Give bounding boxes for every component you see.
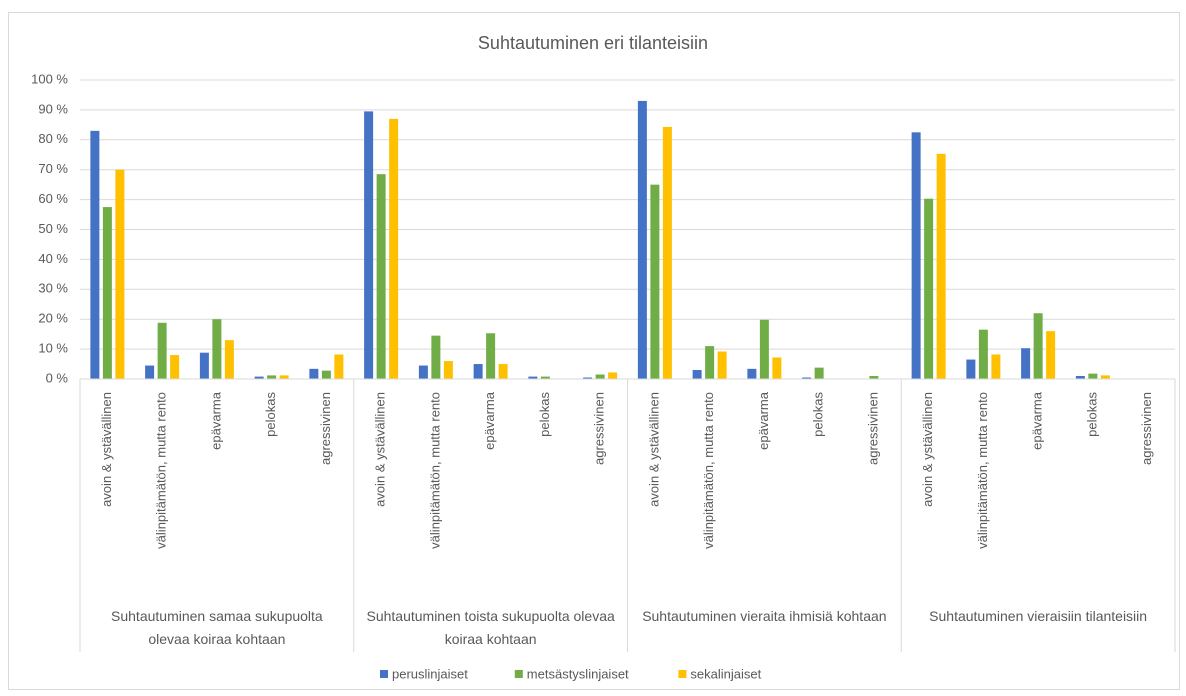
x-tick-label: pelokas bbox=[263, 392, 278, 437]
group-label: Suhtautuminen toista sukupuolta olevaa k… bbox=[366, 608, 615, 647]
bar bbox=[267, 375, 277, 379]
bar bbox=[418, 365, 428, 379]
bar bbox=[1021, 348, 1031, 379]
chart-border bbox=[8, 12, 1180, 690]
bar bbox=[662, 126, 672, 380]
x-tick-label: epävarma bbox=[208, 391, 223, 450]
x-tick-label: avoin & ystävällinen bbox=[646, 392, 661, 507]
group-label: Suhtautuminen vieraisiin tilanteisiin bbox=[929, 608, 1148, 624]
x-tick-label: välinpitämätön, mutta rento bbox=[975, 392, 990, 549]
y-tick-label: 40 % bbox=[38, 251, 68, 266]
y-tick-label: 10 % bbox=[38, 341, 68, 356]
y-tick-label: 90 % bbox=[38, 101, 68, 116]
bar bbox=[991, 354, 1001, 379]
bar bbox=[486, 333, 496, 379]
bar bbox=[473, 364, 483, 379]
x-tick-label: pelokas bbox=[811, 392, 826, 437]
x-tick-label: agressivinen bbox=[318, 392, 333, 465]
bar bbox=[157, 322, 167, 379]
x-tick-label: agressivinen bbox=[592, 392, 607, 465]
y-tick-label: 30 % bbox=[38, 281, 68, 296]
bar bbox=[772, 357, 782, 379]
legend-label: metsästyslinjaiset bbox=[527, 666, 629, 681]
bar bbox=[376, 174, 386, 379]
y-tick-label: 60 % bbox=[38, 191, 68, 206]
group-label: Suhtautuminen vieraita ihmisiä kohtaan bbox=[642, 608, 887, 624]
bar bbox=[936, 153, 946, 379]
bar bbox=[254, 376, 264, 379]
legend-label: sekalinjaiset bbox=[690, 666, 761, 681]
y-tick-label: 20 % bbox=[38, 311, 68, 326]
x-tick-label: epävarma bbox=[756, 391, 771, 450]
bar bbox=[1100, 375, 1110, 379]
x-tick-label: epävarma bbox=[1030, 391, 1045, 450]
x-tick-label: pelokas bbox=[537, 392, 552, 437]
bar bbox=[528, 376, 538, 379]
bar bbox=[1046, 331, 1056, 379]
x-tick-label: avoin & ystävällinen bbox=[920, 392, 935, 507]
x-tick-label: agressivinen bbox=[1139, 392, 1154, 465]
x-tick-label: pelokas bbox=[1084, 392, 1099, 437]
legend-swatch bbox=[514, 670, 523, 678]
bar bbox=[924, 198, 934, 379]
bar bbox=[759, 319, 769, 379]
bar bbox=[170, 355, 180, 379]
x-tick-label: agressivinen bbox=[865, 392, 880, 465]
bar bbox=[364, 111, 374, 380]
bar bbox=[802, 377, 812, 379]
bar bbox=[966, 359, 976, 379]
bar bbox=[212, 319, 222, 379]
bar bbox=[498, 364, 508, 379]
x-tick-label: avoin & ystävällinen bbox=[373, 392, 388, 507]
bar bbox=[637, 100, 647, 380]
bar bbox=[650, 184, 660, 379]
chart-title: Suhtautuminen eri tilanteisiin bbox=[478, 33, 708, 53]
bar bbox=[692, 370, 702, 379]
bar bbox=[199, 352, 209, 379]
x-tick-label: avoin & ystävällinen bbox=[99, 392, 114, 507]
y-tick-label: 100 % bbox=[31, 71, 68, 86]
bar bbox=[911, 132, 921, 379]
bar bbox=[747, 368, 757, 379]
bar bbox=[814, 367, 824, 379]
bar bbox=[608, 372, 618, 379]
x-tick-label: välinpitämätön, mutta rento bbox=[427, 392, 442, 549]
bar bbox=[431, 335, 441, 379]
bar bbox=[443, 361, 453, 379]
y-tick-label: 0 % bbox=[46, 370, 69, 385]
bar bbox=[309, 368, 319, 379]
y-tick-label: 50 % bbox=[38, 221, 68, 236]
x-tick-label: epävarma bbox=[482, 391, 497, 450]
bar bbox=[102, 207, 112, 379]
bar bbox=[90, 130, 100, 379]
x-tick-label: välinpitämätön, mutta rento bbox=[154, 392, 169, 549]
y-tick-label: 80 % bbox=[38, 131, 68, 146]
bar bbox=[1088, 373, 1098, 379]
bar bbox=[717, 351, 727, 379]
bar bbox=[595, 374, 605, 379]
bar bbox=[224, 340, 234, 379]
bar bbox=[389, 118, 399, 380]
legend-label: peruslinjaiset bbox=[392, 666, 468, 681]
bar bbox=[583, 377, 593, 379]
bar bbox=[279, 375, 289, 379]
bar bbox=[1075, 376, 1085, 379]
bar bbox=[978, 329, 988, 379]
bar bbox=[869, 376, 879, 379]
bar bbox=[1033, 313, 1043, 379]
bar bbox=[145, 365, 155, 379]
bar bbox=[540, 376, 550, 379]
legend-swatch bbox=[380, 670, 388, 678]
bar bbox=[115, 169, 125, 379]
bar bbox=[334, 354, 344, 379]
x-tick-label: välinpitämätön, mutta rento bbox=[701, 392, 716, 549]
y-tick-label: 70 % bbox=[38, 161, 68, 176]
group-label: Suhtautuminen samaa sukupuolta olevaa ko… bbox=[111, 608, 323, 647]
legend-swatch bbox=[678, 670, 687, 678]
bar bbox=[705, 346, 715, 379]
bar bbox=[321, 370, 331, 379]
